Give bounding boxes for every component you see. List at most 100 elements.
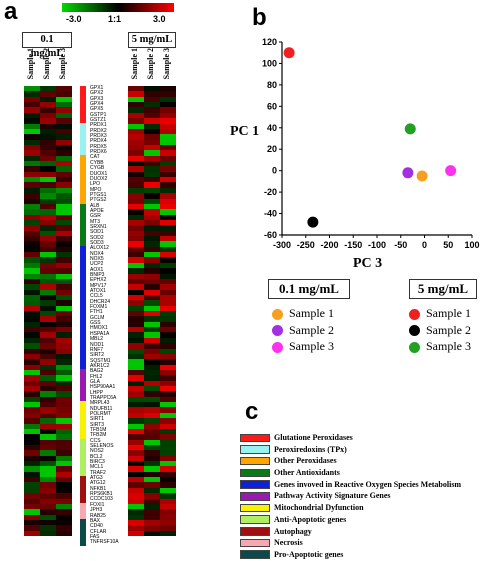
gene-category-swatch (80, 321, 86, 327)
heatmap-cell (56, 482, 72, 489)
category-legend-item: Other Peroxidases (240, 455, 461, 467)
panel-label-b: b (252, 4, 267, 31)
heatmap-cell (24, 278, 40, 285)
gene-row: BNIP3 (80, 272, 126, 279)
gene-category-swatch (80, 246, 86, 252)
category-label: Other Antioxidants (274, 468, 340, 478)
heatmap-cell (24, 96, 40, 103)
heatmap-cell (40, 386, 56, 392)
heatmap-cell (128, 503, 144, 510)
heatmap-cell (128, 219, 144, 226)
heatmap-cell (128, 428, 144, 435)
heatmap-cell (128, 471, 144, 478)
category-label: Other Peroxidases (274, 456, 337, 466)
gene-label: POLRMT (90, 410, 111, 417)
gene-label: MPO (90, 186, 102, 193)
gene-category-swatch (80, 107, 86, 113)
legend-dot (409, 308, 420, 320)
gene-row: TRAF2 (80, 470, 126, 477)
heatmap-cell (40, 514, 56, 521)
gene-category-swatch (80, 310, 86, 316)
heatmap-cell (56, 278, 72, 285)
gene-row: JPH3 (80, 507, 126, 514)
heatmap-cell (24, 321, 40, 328)
heatmap-cell (40, 327, 56, 333)
heatmap-cell (40, 144, 56, 151)
heatmap-cell (40, 353, 56, 360)
heatmap-cell (144, 289, 160, 296)
gene-row: GPX2 (80, 90, 126, 97)
heatmap-cell (144, 300, 160, 307)
heatmap-cell (144, 268, 160, 274)
heatmap-cell (128, 327, 144, 333)
heatmap-cell (144, 364, 160, 371)
heatmap-cell (144, 391, 160, 398)
gene-row: GSS (80, 320, 126, 327)
heatmap-cell (56, 311, 72, 317)
heatmap-cell (40, 477, 56, 483)
heatmap-cell (56, 386, 72, 392)
heatmap-cell (160, 402, 176, 408)
gene-category-swatch (80, 150, 86, 156)
heatmap-cell (24, 369, 40, 376)
gene-label: NDUFB11 (90, 405, 113, 412)
heatmap-cell (56, 487, 72, 494)
gene-row: GSTZ1 (80, 117, 126, 124)
gene-category-swatch (80, 289, 86, 295)
heatmap-cell (144, 477, 160, 483)
x-tick-label: -200 (320, 240, 338, 250)
heatmap-cell (128, 107, 144, 114)
heatmap-cell (56, 128, 72, 135)
gene-label: AKR1C2 (90, 362, 110, 369)
heatmap-cell (160, 246, 176, 253)
heatmap-cell (40, 177, 56, 183)
gene-row: FAS (80, 534, 126, 541)
heatmap-cell (144, 439, 160, 446)
heatmap-cell (144, 144, 160, 151)
heatmap-cell (56, 305, 72, 312)
heatmap-cell (24, 225, 40, 232)
heatmap-cell (128, 461, 144, 467)
gene-category-swatch (80, 374, 86, 380)
heatmap-cell (24, 348, 40, 355)
heatmap-cell (144, 327, 160, 333)
heatmap-cell (40, 396, 56, 403)
panel-label-a: a (4, 0, 18, 25)
heatmap-cell (40, 402, 56, 408)
x-axis-title: PC 3 (353, 256, 383, 271)
y-tick-label: 80 (267, 80, 277, 90)
heatmap-cell (24, 514, 40, 521)
heatmap-cell (160, 112, 176, 119)
gene-label: GCLM (90, 314, 105, 321)
heatmap-cell (24, 359, 40, 365)
heatmap-cell (24, 332, 40, 339)
gene-category-swatch (80, 433, 86, 439)
gene-row: NOS2 (80, 449, 126, 455)
heatmap-cell (160, 369, 176, 376)
legend-item: Sample 2 (409, 323, 471, 340)
heatmap-cell (144, 519, 160, 526)
heatmap-cell (128, 268, 144, 274)
heatmap-cell (56, 316, 72, 323)
gene-category-swatch (80, 315, 86, 322)
heatmap-cell (24, 161, 40, 167)
heatmap-cell (40, 118, 56, 124)
heatmap-cell (160, 428, 176, 435)
heatmap-cell (128, 396, 144, 403)
heatmap-cell (24, 187, 40, 194)
gene-category-swatch (80, 273, 86, 279)
gene-label: PTGS2 (90, 197, 107, 204)
heatmap-cell (128, 386, 144, 392)
heatmap-cell (40, 198, 56, 205)
heatmap-cell (24, 289, 40, 296)
heatmap-right-group-label: 5 mg/mL (128, 32, 176, 48)
heatmap-cell (128, 150, 144, 157)
gene-label: ATOX1 (90, 288, 106, 295)
legend-label: Sample 3 (289, 339, 334, 353)
heatmap-cell (40, 305, 56, 312)
gene-row: HSP90AA1 (80, 384, 126, 391)
gene-label: RAB25 (90, 512, 106, 519)
heatmap-cell (40, 128, 56, 135)
heatmap-cell (160, 450, 176, 457)
category-legend-item: Peroxiredoxins (TPx) (240, 444, 461, 456)
